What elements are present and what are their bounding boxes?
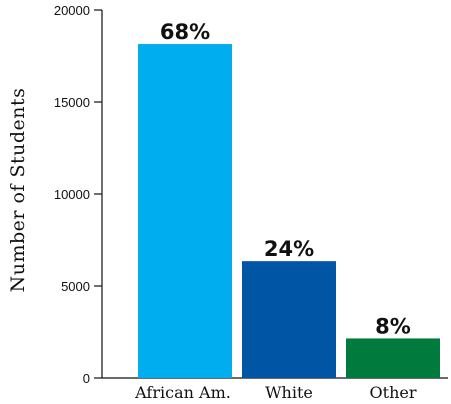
y-tick-label: 0 — [83, 371, 90, 386]
x-tick-label: African Am. — [134, 383, 231, 402]
bar-data-label: 8% — [375, 314, 411, 338]
bar-data-label: 24% — [264, 237, 314, 261]
y-axis: 0 5000 10000 15000 20000 — [54, 3, 448, 386]
x-axis-labels: African Am. White Other — [134, 383, 417, 402]
bar-african-am — [138, 44, 232, 378]
y-tick-label: 10000 — [54, 187, 90, 202]
y-tick-label: 20000 — [54, 3, 90, 18]
y-tick-label: 5000 — [61, 279, 90, 294]
bar-data-label: 68% — [160, 20, 210, 44]
x-tick-label: Other — [370, 383, 417, 402]
bars-group: 68% 24% 8% — [138, 20, 440, 378]
y-axis-title: Number of Students — [7, 88, 29, 293]
x-tick-label: White — [265, 383, 313, 402]
y-tick-label: 15000 — [54, 95, 90, 110]
bar-other — [346, 338, 440, 378]
bar-white — [242, 261, 336, 378]
